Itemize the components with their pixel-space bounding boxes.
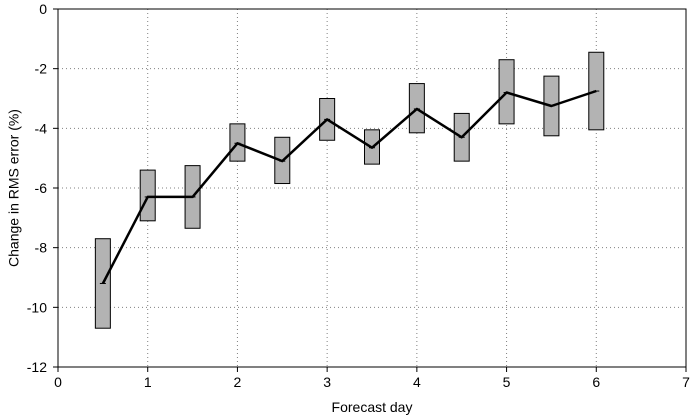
y-tick-label: 0 — [39, 1, 47, 17]
range-box — [139, 169, 156, 222]
y-tick-label: -4 — [35, 120, 48, 136]
series-line — [101, 89, 597, 285]
y-tick-label: -12 — [27, 359, 47, 375]
x-tick-label: 6 — [592, 374, 600, 390]
x-tick-label: 4 — [413, 374, 421, 390]
y-axis-title: Change in RMS error (%) — [6, 109, 22, 267]
series-markers — [99, 90, 600, 284]
y-tick-label: -10 — [27, 299, 47, 315]
y-tick-label: -8 — [35, 240, 48, 256]
y-tick-label: -2 — [35, 61, 48, 77]
grid-lines — [58, 9, 686, 367]
x-axis-title: Forecast day — [332, 399, 413, 415]
x-tick-label: 5 — [503, 374, 511, 390]
x-tick-label: 3 — [323, 374, 331, 390]
x-tick-label: 7 — [682, 374, 690, 390]
range-boxes — [94, 51, 605, 329]
axis-ticks — [53, 8, 687, 372]
y-tick-label: -6 — [35, 180, 48, 196]
x-tick-label: 2 — [234, 374, 242, 390]
x-tick-labels: 0 1 2 3 4 5 6 7 — [54, 374, 690, 390]
x-tick-label: 1 — [144, 374, 152, 390]
y-tick-labels: 0 -2 -4 -6 -8 -10 -12 — [27, 1, 47, 375]
x-tick-label: 0 — [54, 374, 62, 390]
